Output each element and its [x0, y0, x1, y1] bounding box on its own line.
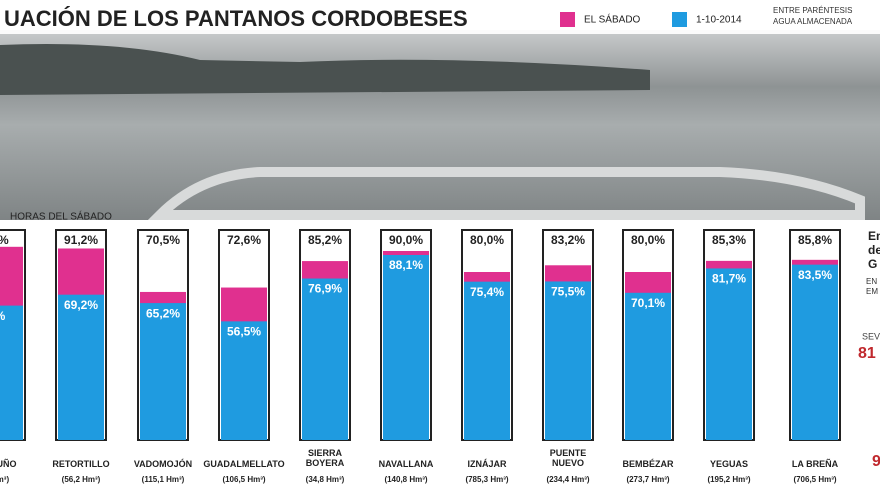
capacity-label: (234,4 Hm³)	[546, 475, 589, 484]
note: HORAS DEL SÁBADO	[10, 210, 112, 223]
bar	[625, 292, 671, 440]
side-note: 9	[872, 453, 880, 470]
side-note: 81	[858, 345, 876, 362]
bar	[221, 321, 267, 440]
value-label: 76,9%	[308, 282, 342, 296]
value-label: 69,2%	[64, 298, 98, 312]
value-label: 90,0%	[389, 233, 423, 247]
value-label: 85,2%	[308, 233, 342, 247]
x-tick-label: YEGUAS	[710, 459, 748, 469]
side-note: Em	[868, 229, 880, 243]
x-tick-label: NAVALLANA	[379, 459, 434, 469]
legend-note: AGUA ALMACENADA	[773, 17, 853, 26]
value-label: 80,0%	[470, 233, 504, 247]
legend-swatch	[560, 12, 575, 27]
value-label: 85,8%	[798, 233, 832, 247]
photo-hills	[0, 44, 650, 95]
value-label: 65,2%	[146, 306, 180, 320]
capacity-label: (195,2 Hm³)	[707, 475, 750, 484]
bar	[545, 281, 591, 440]
value-label: 81,7%	[712, 272, 746, 286]
x-tick-label: GUADALMELLATO	[203, 459, 284, 469]
value-label: 83,2%	[551, 233, 585, 247]
bar	[302, 278, 348, 440]
side-note: de	[868, 243, 880, 257]
bar	[792, 264, 838, 440]
side-note: EN	[866, 277, 877, 286]
legend-note: ENTRE PARÉNTESIS	[773, 6, 852, 15]
capacity-label: (706,5 Hm³)	[793, 475, 836, 484]
bar	[706, 268, 752, 440]
value-label: 70,1%	[631, 296, 665, 310]
value-label: 75,5%	[551, 285, 585, 299]
capacity-label: Hm³)	[0, 475, 9, 484]
bar	[464, 281, 510, 440]
value-label: 88,1%	[389, 258, 423, 272]
header	[0, 0, 880, 34]
x-tick-label: VADOMOJÓN	[134, 458, 192, 469]
bar	[0, 305, 23, 440]
value-label: 72,6%	[227, 233, 261, 247]
value-label: 85,3%	[712, 233, 746, 247]
x-tick-label: BEMBÉZAR	[623, 459, 674, 469]
capacity-label: (115,1 Hm³)	[142, 475, 185, 484]
value-label: 56,5%	[227, 325, 261, 339]
capacity-label: (56,2 Hm³)	[62, 475, 101, 484]
legend-label: EL SÁBADO	[584, 13, 641, 26]
x-tick-label: RETORTILLO	[52, 459, 109, 469]
side-note: EM	[866, 287, 878, 296]
value-label: 80,0%	[631, 233, 665, 247]
capacity-label: (106,5 Hm³)	[222, 475, 265, 484]
legend-label: 1-10-2014	[696, 15, 742, 26]
x-tick-label: ANUÑO	[0, 459, 17, 469]
capacity-label: (34,8 Hm³)	[306, 475, 345, 484]
value-label: 91,2%	[64, 233, 98, 247]
title: UACIÓN DE LOS PANTANOS CORDOBESES	[4, 6, 468, 31]
side-note: G	[868, 257, 877, 271]
side-note: SEV	[862, 331, 880, 341]
bar	[58, 294, 104, 440]
capacity-label: (140,8 Hm³)	[384, 475, 427, 484]
capacity-label: (273,7 Hm³)	[626, 475, 669, 484]
x-tick-label: PUENTE NUEVO	[550, 448, 587, 468]
value-label: 75,4%	[470, 285, 504, 299]
value-label: 70,5%	[146, 233, 180, 247]
capacity-label: (785,3 Hm³)	[465, 475, 508, 484]
value-label: 2%	[0, 233, 9, 247]
bar	[383, 254, 429, 440]
x-tick-label: LA BREÑA	[792, 459, 839, 469]
bar	[140, 303, 186, 440]
value-label: 83,5%	[798, 268, 832, 282]
x-tick-label: IZNÁJAR	[467, 459, 507, 469]
value-label: %	[0, 309, 6, 323]
legend-swatch	[672, 12, 687, 27]
x-tick-label: SIERRA BOYERA	[306, 448, 345, 468]
photo-rail	[147, 167, 865, 220]
